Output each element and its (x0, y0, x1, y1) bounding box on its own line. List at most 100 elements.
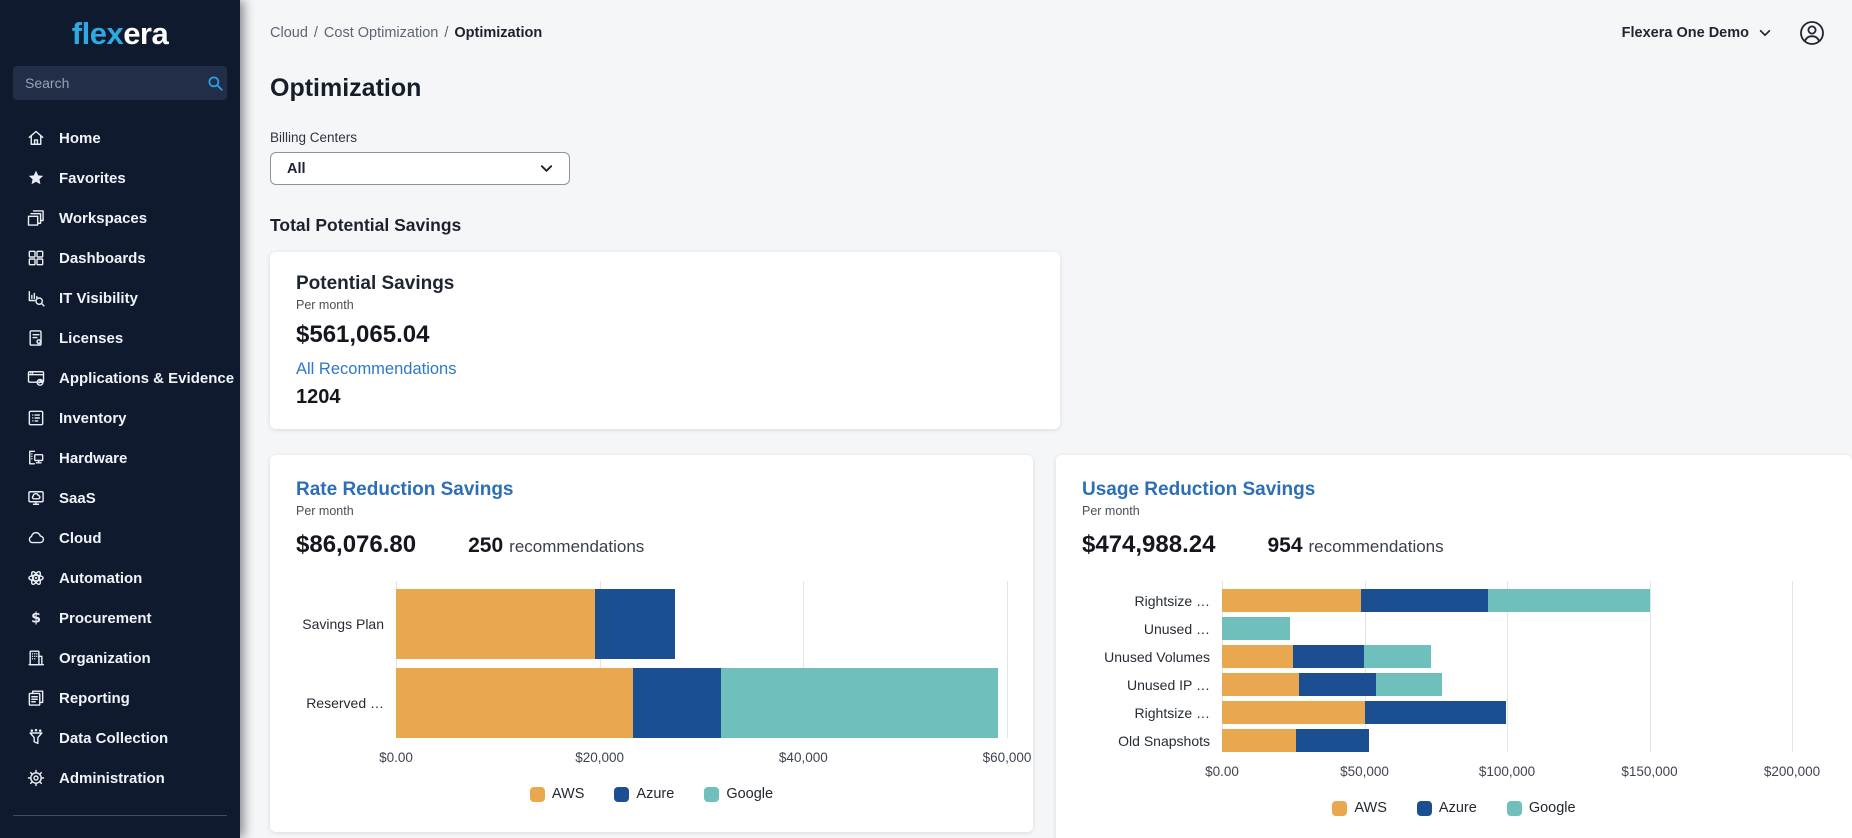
x-tick: $100,000 (1478, 764, 1536, 779)
sidebar-item-favorites[interactable]: Favorites (0, 158, 240, 198)
account-icon[interactable] (1798, 19, 1826, 47)
bar-track (396, 589, 1007, 659)
sidebar-item-data-collection[interactable]: Data Collection (0, 718, 240, 758)
sidebar-item-applications-evidence[interactable]: Applications & Evidence (0, 358, 240, 398)
legend-item-google[interactable]: Google (1506, 800, 1576, 816)
sidebar-item-label: SaaS (59, 489, 96, 507)
breadcrumb-cost-optimization[interactable]: Cost Optimization (323, 25, 439, 41)
bar-row: Old Snapshots (1082, 729, 1826, 752)
bar-segment-google[interactable] (1487, 589, 1651, 612)
procurement-icon: $ (25, 608, 46, 629)
billing-centers-label: Billing Centers (270, 130, 358, 145)
bar-segment-azure[interactable] (1360, 589, 1488, 612)
x-tick: $20,000 (575, 750, 625, 765)
sidebar-item-label: Cloud (59, 529, 102, 547)
legend: AWS Azure Google (1082, 800, 1826, 816)
sidebar-item-dashboards[interactable]: Dashboards (0, 238, 240, 278)
bar-segment-aws[interactable] (1222, 729, 1297, 752)
period-label: Per month (296, 298, 354, 312)
search-input[interactable] (25, 75, 206, 91)
bar-track (1222, 589, 1792, 612)
workspaces-icon (25, 208, 46, 229)
sidebar-item-organization[interactable]: Organization (0, 638, 240, 678)
bar-segment-aws[interactable] (396, 668, 634, 738)
bar-track (1222, 673, 1792, 696)
bar-row: Unused IP … (1082, 673, 1826, 696)
x-tick: $200,000 (1763, 764, 1821, 779)
sidebar-item-licenses[interactable]: Licenses (0, 318, 240, 358)
bar-segment-azure[interactable] (1298, 673, 1377, 696)
x-axis: $0.00 $50,000 $100,000 $150,000 $200,000 (1205, 764, 1820, 784)
breadcrumb-cloud[interactable]: Cloud (270, 25, 308, 41)
bar-segment-aws[interactable] (1222, 673, 1299, 696)
bar-segment-aws[interactable] (1222, 645, 1293, 668)
usage-reduction-recs: 954 recommendations (1267, 534, 1443, 558)
legend-item-google[interactable]: Google (704, 786, 773, 802)
bar-segment-azure[interactable] (1364, 701, 1506, 724)
rate-reduction-title[interactable]: Rate Reduction Savings (296, 479, 514, 500)
sidebar-item-label: Administration (59, 769, 165, 787)
recs-count: 954 (1267, 534, 1303, 557)
billing-centers-value: All (287, 160, 306, 177)
bar-segment-google[interactable] (1364, 645, 1432, 668)
inventory-icon (25, 408, 46, 429)
sidebar-item-automation[interactable]: Automation (0, 558, 240, 598)
bar-segment-azure[interactable] (1292, 645, 1365, 668)
sidebar-item-it-visibility[interactable]: IT Visibility (0, 278, 240, 318)
billing-centers-field: Billing Centers All (270, 130, 1852, 185)
legend-label: Azure (636, 786, 675, 802)
bar-segment-aws[interactable] (396, 589, 595, 659)
logo-era: era (123, 16, 169, 51)
legend-chip (1416, 800, 1432, 816)
category-label: Unused IP … (1126, 676, 1210, 693)
sidebar-item-hardware[interactable]: Hardware (0, 438, 240, 478)
legend-item-aws[interactable]: AWS (1332, 800, 1387, 816)
bar-segment-google[interactable] (1376, 673, 1442, 696)
sidebar-item-saas[interactable]: SaaS (0, 478, 240, 518)
legend-chip (1506, 800, 1522, 816)
chevron-down-icon (539, 161, 554, 176)
bar-row: Unused … (1082, 617, 1826, 640)
flexera-logo[interactable]: flexera (0, 16, 240, 52)
sidebar-item-procurement[interactable]: $ Procurement (0, 598, 240, 638)
category-label: Rightsize … (1134, 592, 1210, 609)
sidebar-item-label: Organization (59, 649, 151, 667)
sidebar-item-home[interactable]: Home (0, 118, 240, 158)
recommendations-count: 1204 (296, 386, 341, 408)
bar-segment-azure[interactable] (1296, 729, 1370, 752)
period-label: Per month (1082, 504, 1140, 518)
usage-reduction-title[interactable]: Usage Reduction Savings (1082, 479, 1316, 500)
search-icon[interactable] (206, 74, 224, 92)
bar-segment-google[interactable] (1222, 617, 1291, 640)
bar-segment-azure[interactable] (633, 668, 721, 738)
sidebar-item-reporting[interactable]: Reporting (0, 678, 240, 718)
category-label: Old Snapshots (1118, 732, 1210, 749)
tenant-switcher[interactable]: Flexera One Demo (1622, 25, 1772, 41)
sidebar-item-label: Data Collection (59, 729, 169, 747)
legend-label: AWS (551, 786, 585, 802)
bar-segment-google[interactable] (720, 668, 998, 738)
x-tick: $60,000 (982, 750, 1032, 765)
sidebar-item-label: Automation (59, 569, 143, 587)
potential-savings-card: Potential Savings Per month $561,065.04 … (270, 252, 1060, 429)
legend-label: Google (726, 786, 774, 802)
legend-item-azure[interactable]: Azure (614, 786, 674, 802)
cloud-icon (25, 528, 46, 549)
sidebar-item-inventory[interactable]: Inventory (0, 398, 240, 438)
sidebar-item-cloud[interactable]: Cloud (0, 518, 240, 558)
bar-segment-aws[interactable] (1222, 701, 1365, 724)
sidebar-item-label: Hardware (59, 449, 128, 467)
bar-track (1222, 617, 1792, 640)
sidebar-item-workspaces[interactable]: Workspaces (0, 198, 240, 238)
period-label: Per month (296, 504, 354, 518)
billing-centers-select[interactable]: All (270, 152, 570, 185)
bar-segment-aws[interactable] (1222, 589, 1361, 612)
search-box[interactable] (13, 66, 227, 100)
all-recommendations-link[interactable]: All Recommendations (296, 360, 457, 378)
legend-item-azure[interactable]: Azure (1416, 800, 1477, 816)
sidebar-item-label: Workspaces (59, 209, 148, 227)
sidebar-item-administration[interactable]: Administration (0, 758, 240, 798)
gridline (803, 581, 805, 738)
legend-item-aws[interactable]: AWS (529, 786, 585, 802)
bar-segment-azure[interactable] (594, 589, 675, 659)
